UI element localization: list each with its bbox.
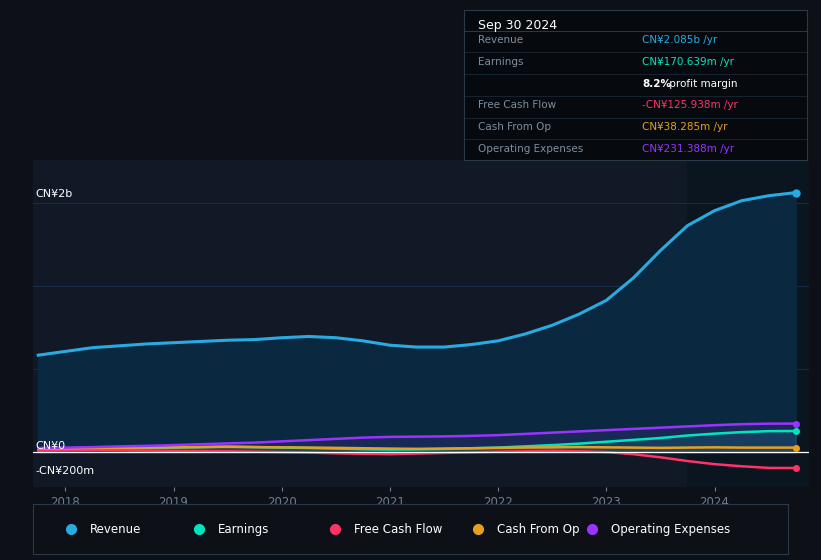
Text: Operating Expenses: Operating Expenses <box>611 522 730 536</box>
Text: CN¥38.285m /yr: CN¥38.285m /yr <box>642 122 728 132</box>
Text: profit margin: profit margin <box>667 78 738 88</box>
Text: Cash From Op: Cash From Op <box>498 522 580 536</box>
Text: Free Cash Flow: Free Cash Flow <box>354 522 443 536</box>
Text: Revenue: Revenue <box>478 35 523 45</box>
Text: CN¥2.085b /yr: CN¥2.085b /yr <box>642 35 718 45</box>
Text: Operating Expenses: Operating Expenses <box>478 144 583 154</box>
Text: Free Cash Flow: Free Cash Flow <box>478 100 556 110</box>
Text: Earnings: Earnings <box>478 57 523 67</box>
Text: Earnings: Earnings <box>218 522 269 536</box>
Text: 8.2%: 8.2% <box>642 78 672 88</box>
Text: CN¥170.639m /yr: CN¥170.639m /yr <box>642 57 734 67</box>
Text: CN¥0: CN¥0 <box>35 441 65 451</box>
Text: Sep 30 2024: Sep 30 2024 <box>478 18 557 31</box>
Text: -CN¥125.938m /yr: -CN¥125.938m /yr <box>642 100 738 110</box>
Text: CN¥231.388m /yr: CN¥231.388m /yr <box>642 144 735 154</box>
Text: -CN¥200m: -CN¥200m <box>35 466 94 476</box>
Bar <box>687 160 812 487</box>
Text: CN¥2b: CN¥2b <box>35 189 72 199</box>
Text: Cash From Op: Cash From Op <box>478 122 551 132</box>
Text: Revenue: Revenue <box>89 522 141 536</box>
